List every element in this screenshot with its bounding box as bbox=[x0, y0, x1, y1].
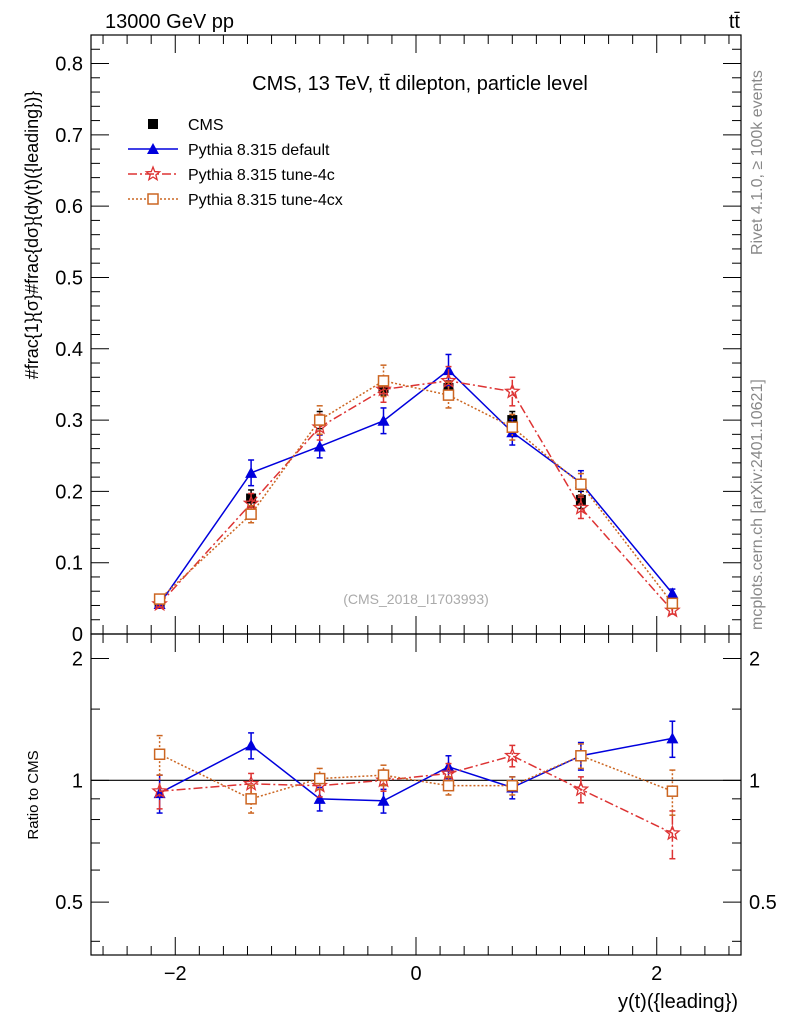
ratio-axis-label: Ratio to CMS bbox=[25, 750, 42, 839]
x-axis-label: y(t)({leading}) bbox=[618, 991, 738, 1013]
series-line-pythia-8-315-tune-4cx bbox=[159, 380, 673, 604]
ratio-line-pythia-8-315-tune-4c bbox=[159, 754, 673, 834]
data-point-pythia-8-315-tune-4c bbox=[503, 382, 521, 399]
ratio-point-pythia-8-315-tune-4cx bbox=[377, 769, 390, 781]
legend-label-cms: CMS bbox=[188, 117, 224, 134]
data-point-pythia-8-315-tune-4cx bbox=[377, 375, 390, 387]
ratio-tick-label-right: 2 bbox=[749, 649, 760, 671]
x-tick-label: −2 bbox=[164, 963, 187, 985]
data-point-pythia-8-315-default bbox=[245, 466, 258, 478]
ratio-point-pythia-8-315-default bbox=[313, 792, 326, 804]
ratio-point-pythia-8-315-tune-4c bbox=[664, 824, 681, 841]
data-point-pythia-8-315-tune-4cx bbox=[506, 421, 519, 433]
ratio-tick-label-right: 0.5 bbox=[749, 892, 777, 914]
ratio-point-pythia-8-315-tune-4cx bbox=[506, 779, 519, 792]
ratio-point-pythia-8-315-default bbox=[245, 739, 258, 751]
data-point-pythia-8-315-default bbox=[313, 440, 326, 452]
y-tick-label: 0.6 bbox=[55, 196, 83, 218]
ratio-line-pythia-8-315-tune-4cx bbox=[159, 753, 673, 800]
ratio-tick-label-right: 1 bbox=[749, 770, 760, 792]
y-tick-label: 0.8 bbox=[55, 54, 83, 76]
legend-marker-pythia-8-315-default bbox=[147, 143, 159, 154]
series-line-pythia-8-315-default bbox=[158, 369, 673, 605]
data-point-pythia-8-315-tune-4c bbox=[572, 498, 590, 515]
legend-entry-tune-4c: Pythia 8.315 tune-4c bbox=[128, 165, 335, 184]
data-point-pythia-8-315-tune-4cx bbox=[442, 389, 455, 401]
header-left: 13000 GeV pp bbox=[105, 11, 234, 33]
x-tick-label: 2 bbox=[651, 963, 662, 985]
legend-entry-tune-4cx: Pythia 8.315 tune-4cx bbox=[128, 192, 343, 209]
legend-entry-default: Pythia 8.315 default bbox=[128, 142, 330, 159]
legend-label-default: Pythia 8.315 default bbox=[188, 142, 330, 159]
data-point-pythia-8-315-tune-4cx bbox=[245, 508, 257, 520]
data-point-pythia-8-315-tune-4cx bbox=[313, 414, 326, 426]
legend-marker-cms bbox=[148, 119, 158, 129]
ratio-tick-label: 2 bbox=[72, 649, 83, 671]
ratio-plot-frame bbox=[90, 633, 742, 956]
ratio-point-pythia-8-315-tune-4cx bbox=[153, 748, 166, 761]
ratio-point-pythia-8-315-tune-4cx bbox=[313, 772, 326, 785]
legend-entry-cms: CMS bbox=[148, 117, 224, 134]
y-tick-label: 0 bbox=[72, 624, 83, 646]
data-point-pythia-8-315-tune-4cx bbox=[666, 597, 679, 610]
ratio-point-pythia-8-315-tune-4cx bbox=[666, 785, 679, 797]
ratio-point-pythia-8-315-tune-4cx bbox=[575, 750, 587, 762]
data-point-pythia-8-315-tune-4cx bbox=[575, 478, 587, 490]
legend-marker-pythia-8-315-tune-4c bbox=[144, 165, 162, 182]
data-point-pythia-8-315-default bbox=[377, 414, 390, 426]
chart-title: CMS, 13 TeV, tt̄ dilepton, particle leve… bbox=[252, 73, 588, 95]
mcplots-label: mcplots.cern.ch [arXiv:2401.10621] bbox=[749, 379, 766, 630]
ratio-point-pythia-8-315-tune-4c bbox=[151, 782, 168, 799]
legend-label-tune-4cx: Pythia 8.315 tune-4cx bbox=[188, 192, 343, 209]
ratio-point-pythia-8-315-default bbox=[377, 794, 390, 806]
ratio-point-pythia-8-315-default bbox=[153, 787, 166, 799]
data-point-pythia-8-315-tune-4cx bbox=[153, 593, 166, 605]
y-tick-label: 0.7 bbox=[55, 125, 83, 147]
header-right: tt̄ bbox=[729, 11, 741, 33]
y-tick-label: 0.4 bbox=[55, 339, 83, 361]
x-tick-label: 0 bbox=[410, 963, 421, 985]
ratio-point-pythia-8-315-tune-4c bbox=[503, 746, 521, 763]
ratio-point-pythia-8-315-tune-4cx bbox=[442, 779, 455, 792]
ratio-tick-label: 0.5 bbox=[55, 892, 83, 914]
ratio-point-pythia-8-315-tune-4cx bbox=[245, 793, 257, 805]
y-tick-label: 0.3 bbox=[55, 410, 83, 432]
analysis-watermark: (CMS_2018_I1703993) bbox=[343, 591, 489, 607]
y-tick-label: 0.2 bbox=[55, 481, 83, 503]
y-axis-label: #frac{1}{σ}#frac{dσ}{dy(t)({leading})} bbox=[22, 91, 42, 379]
legend-marker-pythia-8-315-tune-4cx bbox=[147, 193, 159, 205]
series-line-pythia-8-315-tune-4c bbox=[159, 380, 673, 611]
ratio-point-pythia-8-315-tune-4c bbox=[572, 780, 590, 797]
ratio-tick-label: 1 bbox=[72, 770, 83, 792]
ratio-point-pythia-8-315-default bbox=[666, 732, 679, 744]
y-tick-label: 0.1 bbox=[55, 553, 83, 575]
data-point-cms bbox=[246, 493, 257, 504]
ratio-point-pythia-8-315-tune-4c bbox=[242, 775, 260, 792]
legend-label-tune-4c: Pythia 8.315 tune-4c bbox=[188, 167, 335, 184]
legend: CMS Pythia 8.315 default Pythia 8.315 tu… bbox=[128, 117, 343, 209]
data-point-pythia-8-315-default bbox=[666, 587, 679, 599]
y-tick-label: 0.5 bbox=[55, 267, 83, 289]
rivet-label: Rivet 4.1.0, ≥ 100k events bbox=[749, 70, 766, 255]
